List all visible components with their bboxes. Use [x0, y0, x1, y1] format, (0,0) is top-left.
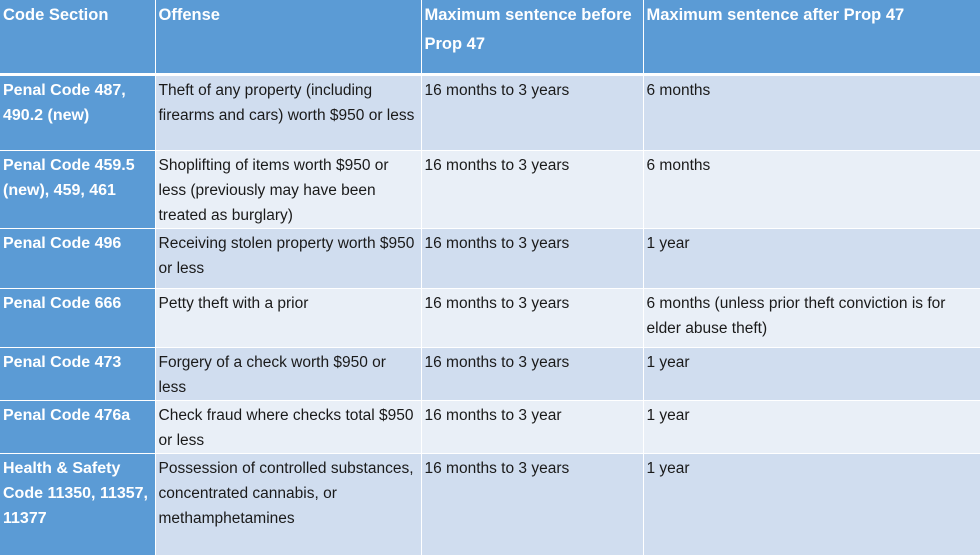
table-row: Penal Code 459.5 (new), 459, 461 Shoplift… — [0, 150, 980, 229]
code-section-cell: Penal Code 459.5 (new), 459, 461 — [0, 150, 156, 229]
table-row: Penal Code 476a Check fraud where checks … — [0, 400, 980, 454]
table-row: Penal Code 666 Petty theft with a prior 16… — [0, 288, 980, 348]
header-offense: Offense — [155, 0, 422, 76]
max-after-cell: 6 months — [643, 74, 980, 151]
table-row: Penal Code 496 Receiving stolen property … — [0, 228, 980, 289]
max-before-cell: 16 months to 3 year — [421, 400, 644, 454]
table-row: Penal Code 473 Forgery of a check worth $… — [0, 347, 980, 401]
header-max-after: Maximum sentence after Prop 47 — [643, 0, 980, 76]
code-section-cell: Penal Code 473 — [0, 347, 156, 401]
offense-cell: Shoplifting of items worth $950 or less … — [155, 150, 422, 229]
max-before-cell: 16 months to 3 years — [421, 288, 644, 348]
code-section-cell: Penal Code 496 — [0, 228, 156, 289]
code-section-cell: Penal Code 487, 490.2 (new) — [0, 74, 156, 151]
header-max-before: Maximum sentence before Prop 47 — [421, 0, 644, 76]
max-after-cell: 1 year — [643, 400, 980, 454]
max-after-cell: 6 months — [643, 150, 980, 229]
table-row: Penal Code 487, 490.2 (new) Theft of any … — [0, 74, 980, 151]
code-section-cell: Penal Code 666 — [0, 288, 156, 348]
max-before-cell: 16 months to 3 years — [421, 453, 644, 556]
offense-cell: Possession of controlled substances, con… — [155, 453, 422, 556]
max-after-cell: 1 year — [643, 347, 980, 401]
max-before-cell: 16 months to 3 years — [421, 228, 644, 289]
max-before-cell: 16 months to 3 years — [421, 347, 644, 401]
max-after-cell: 6 months (unless prior theft conviction … — [643, 288, 980, 348]
offense-cell: Forgery of a check worth $950 or less — [155, 347, 422, 401]
header-row: Code Section Offense Maximum sentence be… — [0, 0, 980, 76]
header-code-section: Code Section — [0, 0, 156, 76]
max-before-cell: 16 months to 3 years — [421, 74, 644, 151]
max-before-cell: 16 months to 3 years — [421, 150, 644, 229]
max-after-cell: 1 year — [643, 228, 980, 289]
code-section-cell: Penal Code 476a — [0, 400, 156, 454]
max-after-cell: 1 year — [643, 453, 980, 556]
offense-cell: Petty theft with a prior — [155, 288, 422, 348]
offense-cell: Receiving stolen property worth $950 or … — [155, 228, 422, 289]
table-row: Health & Safety Code 11350, 11357, 11377… — [0, 453, 980, 556]
offense-cell: Check fraud where checks total $950 or l… — [155, 400, 422, 454]
code-section-cell: Health & Safety Code 11350, 11357, 11377 — [0, 453, 156, 556]
offense-cell: Theft of any property (including firearm… — [155, 74, 422, 151]
